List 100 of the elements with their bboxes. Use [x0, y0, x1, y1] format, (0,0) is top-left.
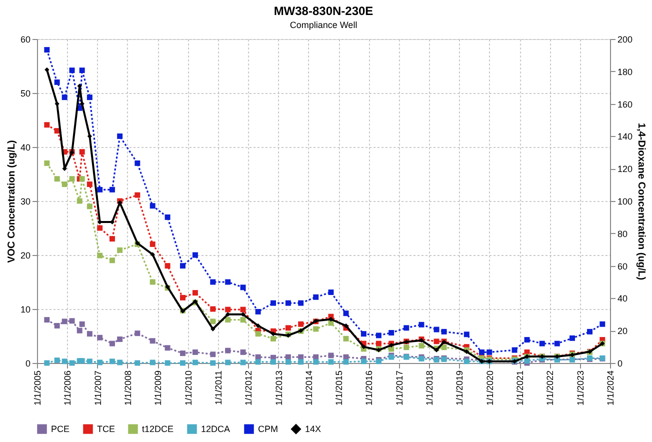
point — [255, 331, 261, 337]
x-tick-label: 1/1/2021 — [515, 370, 526, 406]
point — [109, 340, 115, 346]
point — [298, 300, 304, 306]
point — [270, 300, 276, 306]
point — [255, 359, 261, 365]
point — [313, 359, 319, 365]
point — [360, 358, 366, 364]
point — [539, 340, 545, 346]
point — [54, 79, 60, 85]
y2-tick-label: 100 — [618, 196, 633, 206]
point — [570, 335, 575, 341]
point — [62, 94, 68, 100]
y-tick-label: 60 — [20, 34, 30, 44]
x-tick-label: 1/1/2006 — [62, 370, 73, 406]
point — [210, 279, 216, 285]
point — [376, 340, 382, 346]
point — [418, 342, 424, 348]
point — [404, 325, 410, 331]
point — [225, 360, 231, 366]
y2-tick-label: 160 — [618, 99, 633, 110]
point — [360, 331, 366, 337]
x-tick-label: 1/1/2008 — [122, 370, 133, 406]
point — [285, 359, 291, 365]
x-tick-label: 1/1/2005 — [32, 370, 42, 406]
point — [79, 358, 85, 364]
point — [164, 263, 170, 269]
y2-tick-label: 140 — [618, 132, 633, 142]
point — [441, 328, 447, 334]
point — [150, 241, 156, 247]
point — [109, 186, 115, 192]
point — [210, 306, 216, 312]
point — [344, 323, 348, 328]
point — [210, 360, 216, 366]
point — [76, 198, 82, 204]
x-tick-label: 1/1/2020 — [484, 370, 495, 406]
point — [134, 192, 140, 198]
point — [69, 176, 75, 182]
point — [117, 336, 123, 342]
point — [180, 360, 186, 366]
point — [587, 328, 593, 334]
point — [434, 326, 440, 332]
y-tick-label: 40 — [20, 142, 30, 152]
point — [79, 149, 85, 155]
legend-label: CPM — [258, 424, 278, 434]
legend-label: PCE — [51, 424, 70, 434]
point — [343, 310, 349, 316]
point — [44, 160, 50, 166]
x-tick-label: 1/1/2009 — [153, 370, 164, 406]
point — [512, 347, 518, 353]
point — [109, 358, 115, 364]
point — [524, 337, 530, 343]
point — [240, 360, 246, 366]
y2-tick-label: 0 — [618, 358, 623, 368]
point — [54, 358, 60, 364]
point — [270, 359, 276, 365]
point — [434, 338, 440, 344]
point — [404, 344, 410, 350]
point — [464, 332, 470, 338]
point — [164, 345, 170, 351]
point — [418, 322, 424, 328]
point — [255, 308, 261, 314]
x-tick-label: 1/1/2022 — [545, 370, 556, 406]
x-tick-label: 1/1/2016 — [364, 370, 374, 406]
point — [150, 203, 156, 209]
point — [328, 359, 334, 365]
point — [192, 360, 198, 366]
legend-label: TCE — [97, 424, 115, 434]
point — [86, 331, 92, 337]
chart-subtitle: Compliance Well — [290, 20, 358, 30]
point — [192, 290, 198, 296]
y2-tick-label: 120 — [618, 164, 633, 174]
point — [44, 360, 50, 366]
point — [86, 358, 92, 364]
x-tick-label: 1/1/2018 — [424, 370, 435, 406]
point — [210, 318, 216, 324]
point — [109, 236, 115, 242]
point — [97, 334, 103, 340]
point — [192, 252, 198, 258]
point — [134, 330, 140, 336]
point — [298, 359, 304, 365]
y-tick-label: 10 — [20, 304, 30, 314]
x-tick-label: 1/1/2012 — [244, 370, 254, 406]
x-tick-label: 1/1/2017 — [394, 370, 404, 406]
legend-label: t12DCE — [142, 424, 174, 434]
point — [117, 360, 123, 366]
point — [134, 160, 140, 166]
point — [256, 323, 260, 328]
point — [44, 122, 50, 128]
x-tick-label: 1/1/2019 — [454, 370, 465, 406]
x-tick-label: 1/1/2013 — [274, 370, 284, 406]
y-tick-label: 50 — [20, 88, 30, 98]
y-axis-title: VOC Concentration (ug/L) — [6, 140, 18, 263]
point — [285, 325, 291, 331]
point — [225, 348, 231, 354]
x-tick-label: 1/1/2023 — [575, 370, 586, 406]
point — [69, 68, 75, 74]
point — [180, 263, 186, 269]
point — [86, 94, 92, 100]
point — [240, 284, 246, 290]
